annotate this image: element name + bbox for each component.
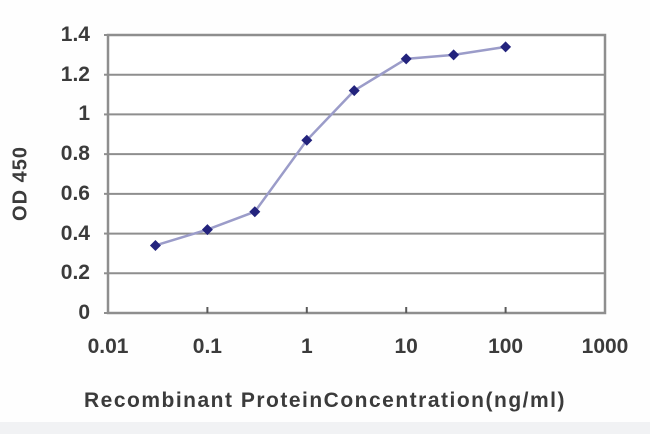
data-point-marker xyxy=(348,85,360,97)
y-tick-label: 0.6 xyxy=(60,181,90,205)
y-tick-label: 1.4 xyxy=(60,23,90,46)
x-tick-label: 0.01 xyxy=(87,335,129,358)
data-point-marker xyxy=(301,134,313,146)
y-tick-label: 0 xyxy=(78,301,90,324)
y-tick-label: 0.4 xyxy=(60,221,90,245)
x-axis-title: Recombinant ProteinConcentration(ng/ml) xyxy=(83,389,566,412)
bottom-strip xyxy=(0,422,650,434)
x-tick-label: 1000 xyxy=(581,335,629,358)
data-point-marker xyxy=(500,41,512,53)
x-tick-label: 1 xyxy=(300,335,313,358)
x-tick-label: 0.1 xyxy=(192,335,222,358)
data-point-marker xyxy=(249,206,261,218)
data-point-marker xyxy=(400,53,412,65)
y-tick-label: 1 xyxy=(78,102,90,126)
y-tick-label: 0.2 xyxy=(60,261,90,285)
x-tick-label: 10 xyxy=(394,335,418,358)
plot-background xyxy=(108,35,605,313)
series-line xyxy=(155,45,506,247)
data-point-marker xyxy=(448,49,460,61)
data-point-marker xyxy=(201,224,213,236)
x-tick-label: 100 xyxy=(488,335,524,358)
plot-border xyxy=(106,33,607,315)
data-point-marker xyxy=(149,239,161,251)
y-tick-label: 0.8 xyxy=(60,142,90,166)
y-tick-label: 1.2 xyxy=(60,62,90,86)
